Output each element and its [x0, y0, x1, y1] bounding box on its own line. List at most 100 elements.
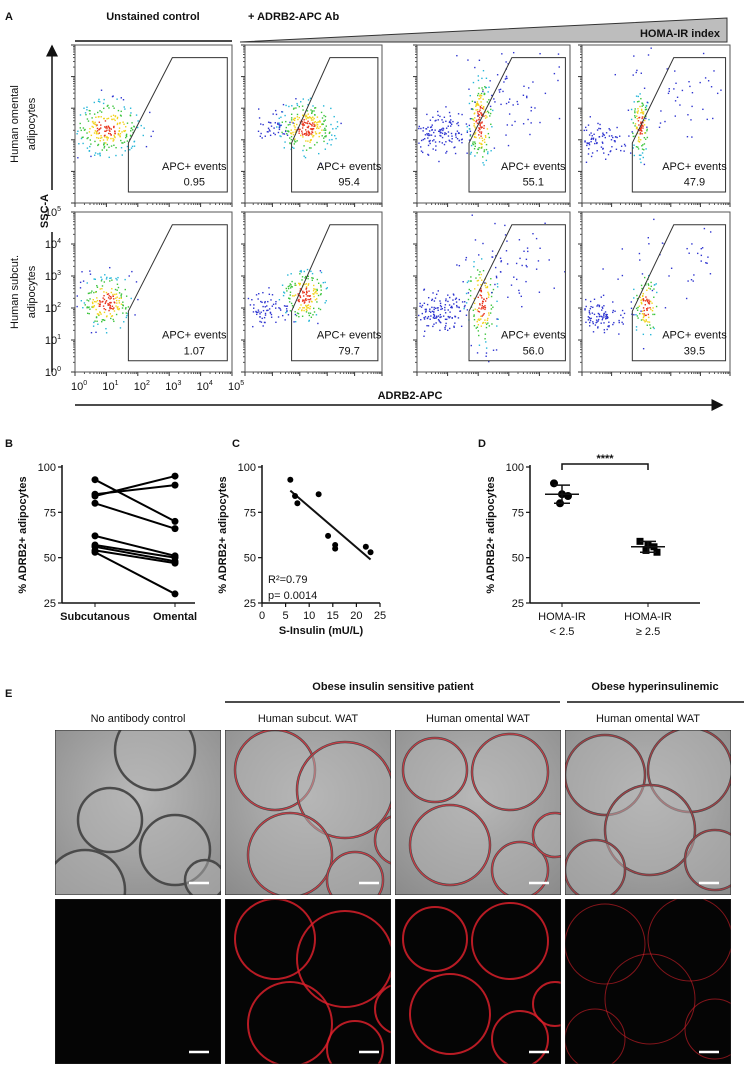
event-dot — [302, 123, 304, 126]
event-dot — [607, 153, 610, 156]
event-dot — [444, 325, 447, 327]
event-dot — [505, 102, 508, 105]
event-dot — [303, 299, 305, 302]
event-dot — [454, 134, 457, 136]
event-dot — [109, 313, 112, 315]
event-dot — [319, 120, 321, 122]
event-dot — [449, 327, 451, 330]
event-dot — [108, 107, 110, 109]
event-dot — [98, 98, 100, 101]
event-dot — [76, 133, 78, 135]
event-dot — [481, 77, 483, 80]
panel-letter: E — [5, 688, 12, 700]
event-dot — [95, 125, 98, 127]
event-dot — [660, 110, 662, 112]
event-dot — [103, 142, 105, 144]
event-dot — [93, 123, 96, 125]
x-tick-label: Omental — [153, 611, 197, 623]
event-dot — [643, 313, 645, 315]
event-dot — [294, 294, 297, 296]
flow-plot: APC+ events1.071001001011011021021031031… — [45, 206, 244, 393]
event-dot — [615, 148, 618, 151]
column-header: Unstained control — [106, 11, 200, 23]
event-dot — [532, 81, 534, 83]
event-dot — [124, 150, 126, 152]
event-dot — [263, 316, 266, 319]
event-dot — [312, 116, 314, 118]
event-dot — [294, 126, 296, 128]
event-dot — [318, 121, 320, 123]
event-dot — [700, 260, 702, 262]
event-dot — [596, 305, 598, 307]
event-dot — [473, 119, 475, 122]
event-dot — [443, 116, 446, 118]
event-dot — [640, 161, 642, 164]
membrane-signal — [374, 984, 391, 1034]
event-dot — [313, 311, 316, 313]
event-dot — [485, 282, 488, 285]
event-dot — [641, 109, 643, 112]
event-dot — [500, 271, 502, 273]
event-dot — [420, 139, 423, 142]
event-dot — [105, 315, 108, 318]
event-dot — [446, 318, 448, 321]
event-dot — [478, 110, 480, 113]
y-tick-label: 25 — [44, 598, 56, 610]
event-dot — [433, 131, 435, 134]
event-dot — [527, 87, 530, 89]
event-dot — [301, 309, 303, 311]
event-dot — [641, 273, 644, 275]
event-dot — [638, 136, 640, 139]
event-dot — [306, 116, 309, 119]
event-dot — [122, 312, 124, 314]
event-dot — [305, 149, 308, 151]
event-dot — [298, 298, 300, 301]
event-dot — [123, 321, 125, 323]
event-dot — [478, 318, 480, 320]
event-dot — [316, 288, 318, 291]
event-dot — [429, 134, 431, 136]
event-dot — [702, 108, 704, 111]
event-dot — [645, 117, 647, 120]
event-dot — [642, 347, 645, 350]
event-dot — [437, 309, 439, 311]
event-dot — [309, 123, 312, 125]
event-dot — [600, 315, 602, 318]
data-point — [325, 532, 332, 539]
event-dot — [131, 129, 134, 131]
event-dot — [606, 313, 608, 316]
event-dot — [480, 126, 483, 129]
event-dot — [642, 292, 644, 295]
image-bg — [55, 899, 221, 1064]
event-dot — [441, 128, 443, 130]
event-dot — [449, 125, 452, 127]
membrane-signal — [409, 804, 491, 886]
event-dot — [597, 327, 599, 329]
event-dot — [588, 317, 591, 319]
event-dot — [589, 300, 592, 303]
event-dot — [302, 149, 304, 152]
event-dot — [274, 109, 277, 112]
event-dot — [86, 132, 88, 134]
membrane-signal — [565, 734, 646, 816]
event-dot — [638, 140, 640, 143]
event-dot — [280, 135, 282, 138]
event-dot — [479, 289, 482, 292]
event-dot — [299, 128, 301, 131]
event-dot — [423, 288, 426, 290]
event-dot — [97, 153, 99, 155]
event-dot — [507, 63, 509, 65]
event-dot — [283, 305, 286, 307]
event-dot — [113, 307, 115, 309]
event-dot — [518, 292, 521, 294]
event-dot — [272, 303, 275, 306]
event-dot — [322, 123, 324, 125]
event-dot — [307, 99, 310, 101]
membrane-signal — [402, 906, 468, 972]
event-dot — [433, 139, 435, 141]
event-dot — [650, 285, 653, 288]
x-tick-label: ≥ 2.5 — [636, 626, 660, 638]
event-dot — [459, 310, 461, 312]
event-dot — [644, 138, 647, 140]
